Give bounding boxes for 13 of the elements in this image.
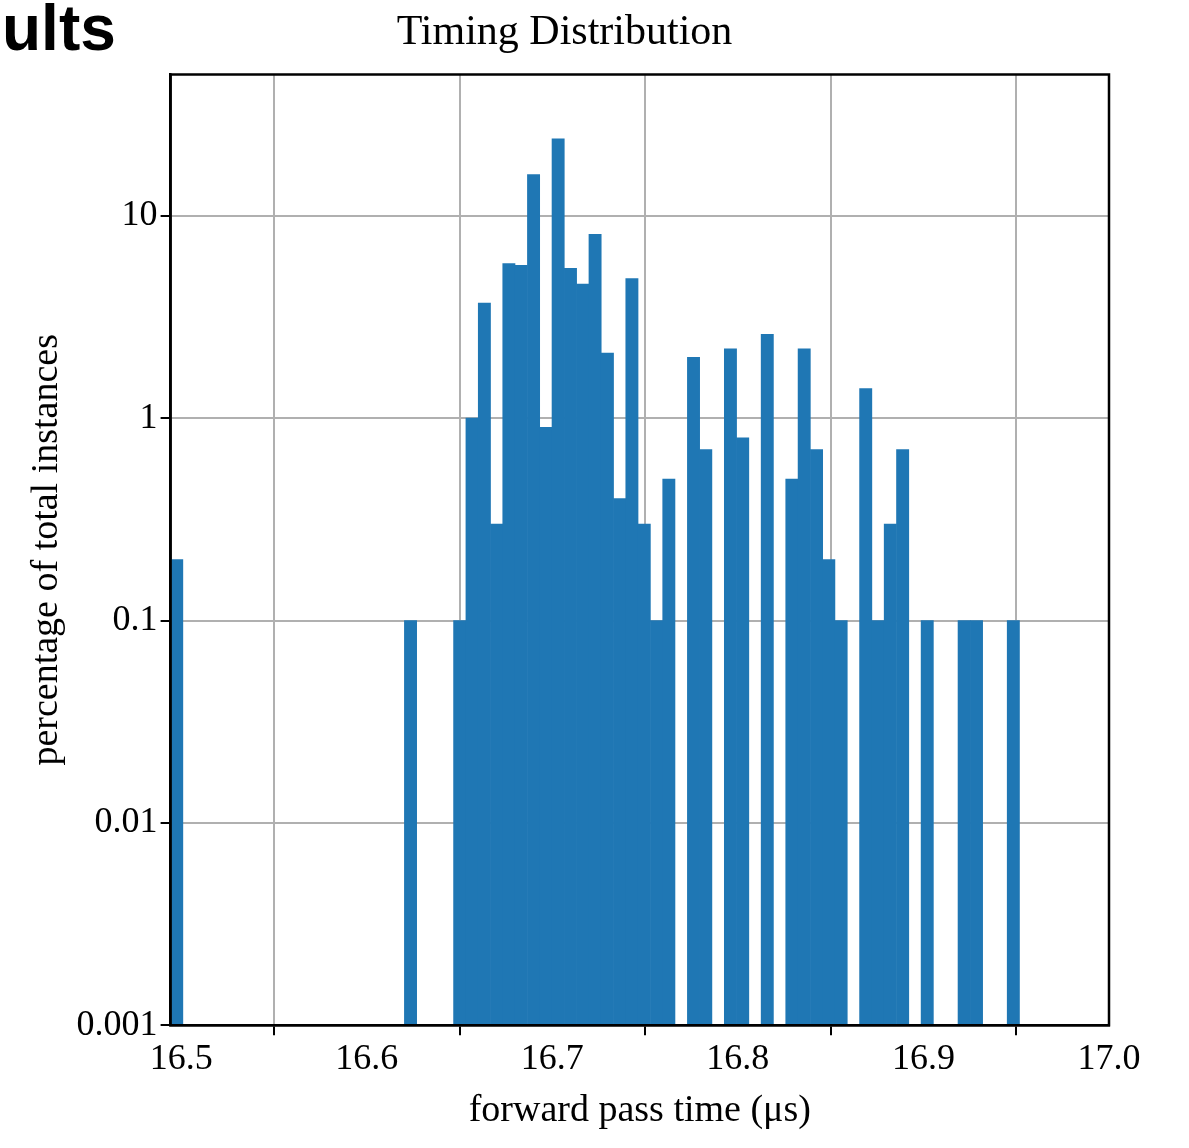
x-axis-title: forward pass time (μs) [468, 1087, 811, 1131]
x-tick-label: 17.0 [1077, 1037, 1141, 1078]
y-axis-title: percentage of total instances [22, 334, 65, 766]
y-tick-label: 0.01 [94, 800, 158, 841]
x-tick-label: 16.9 [891, 1037, 955, 1078]
x-tick-label: 16.8 [706, 1037, 770, 1078]
y-tick-label: 10 [121, 193, 158, 234]
x-tick-label: 16.7 [520, 1037, 584, 1078]
y-tick-label: 1 [139, 395, 158, 436]
x-tick-label: 16.6 [335, 1037, 399, 1078]
y-tick-label: 0.1 [112, 597, 158, 638]
text: ults [2, 0, 116, 64]
chart-title: Timing Distribution [396, 7, 733, 54]
